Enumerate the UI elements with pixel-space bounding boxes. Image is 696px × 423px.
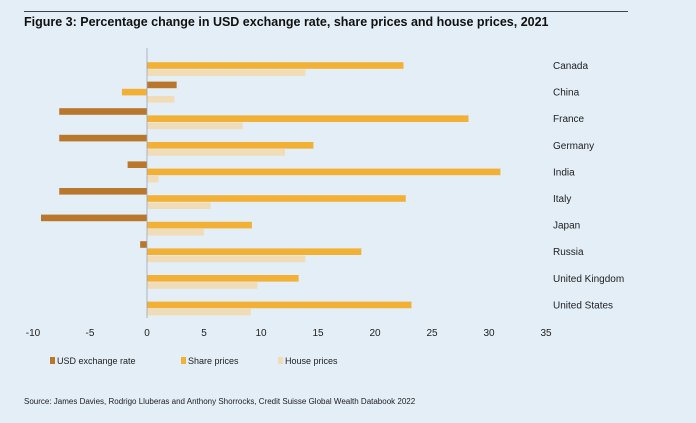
x-tick-label: 0: [144, 328, 150, 339]
bar-united-kingdom-house-prices: [147, 282, 258, 289]
bar-india-share-prices: [147, 168, 501, 176]
x-tick-label: 20: [369, 328, 381, 339]
legend-label-share-prices: Share prices: [188, 356, 239, 366]
category-label-canada: Canada: [553, 61, 588, 72]
category-label-india: India: [553, 167, 575, 178]
bar-china-usd-exchange-rate: [147, 81, 177, 89]
category-label-france: France: [553, 114, 585, 125]
bar-germany-usd-exchange-rate: [59, 134, 147, 142]
x-tick-label: 30: [483, 328, 495, 339]
category-label-germany: Germany: [553, 141, 594, 152]
category-label-united-kingdom: United Kingdom: [553, 274, 624, 285]
bar-china-share-prices: [121, 88, 147, 96]
bar-united-states-house-prices: [147, 308, 251, 316]
bar-united-kingdom-share-prices: [147, 275, 299, 282]
bar-germany-share-prices: [147, 142, 314, 149]
x-tick-label: 35: [540, 328, 552, 339]
bar-germany-house-prices: [147, 149, 285, 156]
chart-title: Figure 3: Percentage change in USD excha…: [24, 15, 549, 29]
source-note: Source: James Davies, Rodrigo Lluberas a…: [24, 397, 416, 406]
bar-india-house-prices: [147, 175, 159, 183]
category-label-italy: Italy: [553, 194, 571, 205]
bar-france-usd-exchange-rate: [59, 108, 147, 115]
category-label-russia: Russia: [553, 247, 584, 258]
legend-label-usd-exchange-rate: USD exchange rate: [57, 356, 136, 366]
bar-canada-house-prices: [147, 69, 306, 76]
bar-italy-share-prices: [147, 195, 406, 202]
bar-japan-usd-exchange-rate: [40, 214, 148, 222]
bar-italy-house-prices: [147, 202, 211, 209]
bar-russia-share-prices: [147, 248, 362, 255]
x-tick-label: -10: [26, 328, 41, 339]
bar-india-usd-exchange-rate: [127, 161, 147, 168]
title-rule: [24, 11, 628, 12]
x-tick-label: 25: [426, 328, 438, 339]
bar-japan-share-prices: [147, 221, 252, 229]
bar-canada-share-prices: [147, 62, 404, 69]
category-label-japan: Japan: [553, 221, 580, 232]
legend-swatch-share-prices: [181, 357, 186, 364]
x-tick-label: -5: [86, 328, 95, 339]
x-tick-label: 10: [255, 328, 267, 339]
x-tick-label: 15: [312, 328, 324, 339]
legend-swatch-house-prices: [278, 357, 283, 364]
legend-label-house-prices: House prices: [285, 356, 338, 366]
legend-swatch-usd-exchange-rate: [50, 357, 55, 364]
bar-japan-house-prices: [147, 229, 204, 236]
bar-united-states-share-prices: [147, 301, 412, 309]
category-label-united-states: United States: [553, 300, 613, 311]
bar-italy-usd-exchange-rate: [59, 188, 147, 195]
bar-france-house-prices: [147, 122, 243, 130]
x-tick-label: 5: [201, 328, 207, 339]
category-label-china: China: [553, 88, 580, 99]
bar-france-share-prices: [147, 115, 469, 122]
bar-russia-house-prices: [147, 255, 306, 263]
bar-china-house-prices: [147, 96, 175, 103]
bar-russia-usd-exchange-rate: [140, 241, 147, 248]
